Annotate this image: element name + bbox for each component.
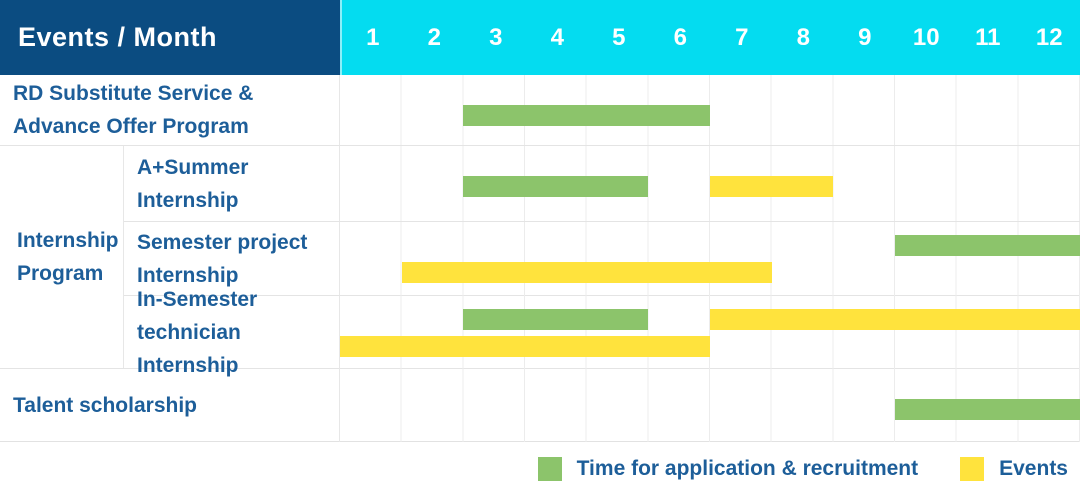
- month-tick-12: 12: [1035, 23, 1063, 51]
- month-tick-4: 4: [550, 23, 564, 51]
- table-row-group-internship: Internship Program A+Summer Internship S…: [0, 145, 1080, 377]
- month-tick-7: 7: [735, 23, 749, 51]
- gantt-bar-yellow: [710, 309, 1080, 330]
- month-tick-2: 2: [427, 23, 441, 51]
- table-body: RD Substitute Service & Advance Offer Pr…: [0, 75, 1080, 442]
- gantt-bar-yellow: [710, 176, 834, 197]
- month-tick-5: 5: [612, 23, 626, 51]
- month-tick-10: 10: [912, 23, 940, 51]
- gantt-bar-green: [895, 235, 1080, 256]
- row-label-rd-substitute: RD Substitute Service & Advance Offer Pr…: [0, 75, 340, 145]
- table-header-row: Events / Month 1 2 3 4 5 6 7 8 9 10 11 1…: [0, 0, 1080, 75]
- gantt-track-in-semester: [340, 296, 1080, 369]
- table-row: A+Summer Internship: [124, 146, 1080, 221]
- gantt-bar-green: [463, 105, 710, 126]
- gantt-track-a-summer: [340, 146, 1080, 221]
- legend-item-events: Events: [960, 457, 1068, 481]
- group-label-internship-program: Internship Program: [0, 146, 124, 368]
- legend-label-application: Time for application & recruitment: [576, 457, 919, 480]
- table-row: RD Substitute Service & Advance Offer Pr…: [0, 75, 1080, 145]
- row-label-a-summer: A+Summer Internship: [124, 146, 340, 221]
- events-month-header: Events / Month: [0, 0, 340, 75]
- month-tick-1: 1: [366, 23, 380, 51]
- row-label-talent-scholarship: Talent scholarship: [0, 369, 340, 442]
- gantt-track-semester-project: [340, 222, 1080, 296]
- gantt-track-talent-scholarship: [340, 369, 1080, 442]
- month-tick-9: 9: [858, 23, 872, 51]
- gantt-bar-green: [895, 399, 1080, 420]
- month-tick-3: 3: [489, 23, 503, 51]
- row-label-in-semester: In-Semester technician Internship: [124, 288, 340, 377]
- month-tick-8: 8: [796, 23, 810, 51]
- gantt-bar-yellow: [340, 336, 710, 357]
- month-axis: 1 2 3 4 5 6 7 8 9 10 11 12: [340, 0, 1080, 75]
- month-tick-11: 11: [975, 23, 1001, 51]
- row-label-semester-project: Semester project Internship: [124, 222, 340, 296]
- internship-sub-rows: A+Summer Internship Semester project Int…: [124, 146, 1080, 377]
- table-row: Semester project Internship: [124, 221, 1080, 296]
- gantt-bar-green: [463, 309, 649, 330]
- month-tick-6: 6: [673, 23, 687, 51]
- yellow-swatch-icon: [960, 457, 985, 481]
- green-swatch-icon: [537, 457, 562, 481]
- gantt-bar-green: [463, 176, 649, 197]
- legend: Time for application & recruitment Event…: [0, 442, 1080, 494]
- legend-item-application: Time for application & recruitment: [537, 457, 919, 481]
- gantt-track-rd-substitute: [340, 75, 1080, 145]
- gantt-bar-yellow: [401, 262, 772, 283]
- table-row: In-Semester technician Internship: [124, 288, 1080, 377]
- table-row: Talent scholarship: [0, 368, 1080, 442]
- legend-label-events: Events: [999, 457, 1068, 480]
